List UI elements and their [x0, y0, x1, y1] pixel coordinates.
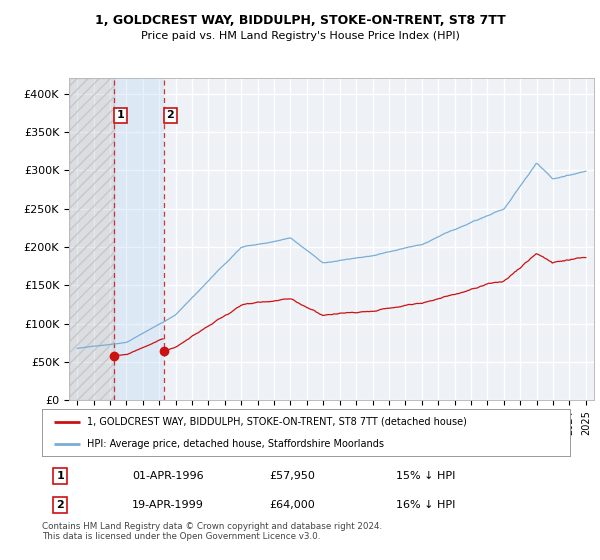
- Text: HPI: Average price, detached house, Staffordshire Moorlands: HPI: Average price, detached house, Staf…: [87, 438, 384, 449]
- Text: 1, GOLDCREST WAY, BIDDULPH, STOKE-ON-TRENT, ST8 7TT (detached house): 1, GOLDCREST WAY, BIDDULPH, STOKE-ON-TRE…: [87, 417, 467, 427]
- Text: 1: 1: [56, 470, 64, 480]
- Text: 16% ↓ HPI: 16% ↓ HPI: [396, 500, 455, 510]
- Text: 2: 2: [166, 110, 174, 120]
- Text: 19-APR-1999: 19-APR-1999: [132, 500, 203, 510]
- Text: 01-APR-1996: 01-APR-1996: [132, 470, 203, 480]
- Text: 15% ↓ HPI: 15% ↓ HPI: [396, 470, 455, 480]
- Text: Price paid vs. HM Land Registry's House Price Index (HPI): Price paid vs. HM Land Registry's House …: [140, 31, 460, 41]
- Text: 1: 1: [116, 110, 124, 120]
- Text: Contains HM Land Registry data © Crown copyright and database right 2024.
This d: Contains HM Land Registry data © Crown c…: [42, 522, 382, 542]
- Text: 1, GOLDCREST WAY, BIDDULPH, STOKE-ON-TRENT, ST8 7TT: 1, GOLDCREST WAY, BIDDULPH, STOKE-ON-TRE…: [95, 14, 505, 27]
- Text: 2: 2: [56, 500, 64, 510]
- Text: £64,000: £64,000: [269, 500, 315, 510]
- Text: £57,950: £57,950: [269, 470, 315, 480]
- Bar: [69, 78, 114, 400]
- Bar: [69, 78, 114, 400]
- Bar: [114, 78, 164, 400]
